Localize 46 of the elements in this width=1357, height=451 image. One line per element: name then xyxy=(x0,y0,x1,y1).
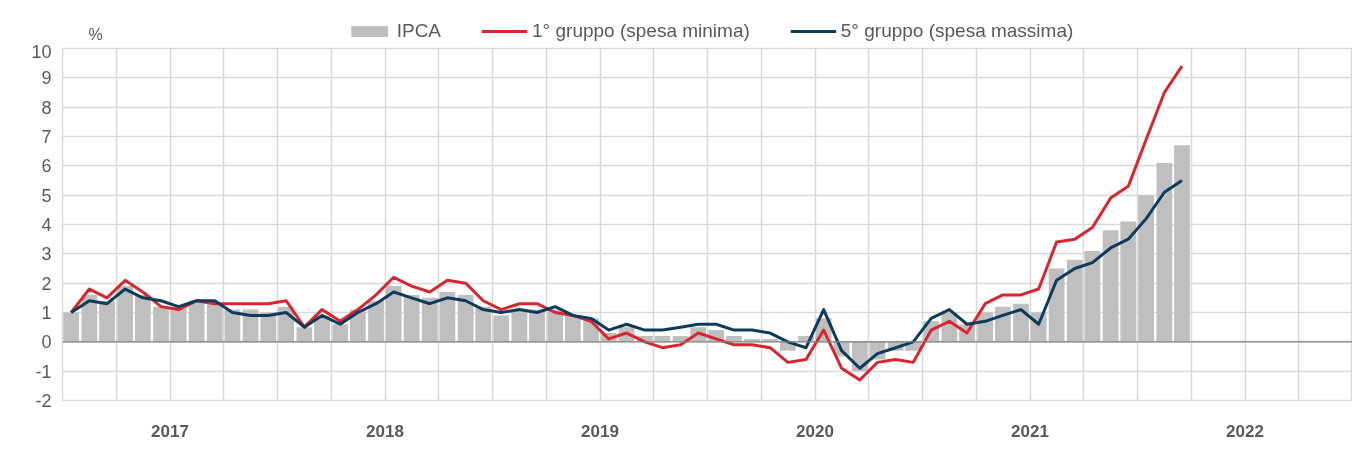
y-tick-label: 4 xyxy=(41,215,52,235)
y-tick-label: 2 xyxy=(41,273,52,294)
x-tick-label: 2019 xyxy=(581,421,619,441)
y-tick-label: 7 xyxy=(41,127,52,147)
bar xyxy=(421,297,438,342)
x-tick-label: 2022 xyxy=(1226,421,1264,441)
y-tick-label: 6 xyxy=(41,156,52,177)
y-tick-label: 9 xyxy=(41,68,52,89)
bar xyxy=(493,315,510,342)
bar xyxy=(206,303,223,342)
bar xyxy=(1066,259,1083,342)
y-tick-label: 0 xyxy=(41,332,52,353)
bar xyxy=(99,300,115,342)
y-axis-title: % xyxy=(88,25,103,43)
x-tick-label: 2021 xyxy=(1011,421,1049,441)
x-tick-label: 2018 xyxy=(366,421,404,441)
bar xyxy=(1084,250,1101,342)
bar xyxy=(1174,145,1190,342)
x-tick-label: 2020 xyxy=(796,421,834,441)
bar xyxy=(153,306,169,342)
y-tick-label: 10 xyxy=(31,41,52,62)
legend-label: IPCA xyxy=(396,20,442,42)
legend-label: 1° gruppo (spesa minima) xyxy=(532,20,750,42)
y-tick-label: -1 xyxy=(35,361,52,382)
y-tick-label: 5 xyxy=(41,185,52,206)
bar xyxy=(117,286,134,342)
bar xyxy=(1138,195,1155,342)
bar xyxy=(296,327,313,342)
legend-label: 5° gruppo (spesa massima) xyxy=(840,20,1074,42)
bar xyxy=(332,324,349,342)
line-series xyxy=(69,64,1184,382)
y-tick-label: 1 xyxy=(41,303,52,323)
bar xyxy=(134,294,151,342)
x-tick-label: 2017 xyxy=(151,421,189,441)
y-tick-label: 3 xyxy=(41,244,52,265)
bar xyxy=(368,300,384,342)
bar xyxy=(63,312,80,342)
bar xyxy=(170,306,187,342)
line-series xyxy=(69,179,1184,370)
bar xyxy=(1156,162,1173,342)
bar xyxy=(385,286,402,342)
y-tick-label: -2 xyxy=(35,391,52,411)
bar xyxy=(511,309,528,342)
bar xyxy=(564,315,581,342)
y-tick-label: 8 xyxy=(41,97,52,118)
bar xyxy=(81,294,98,342)
